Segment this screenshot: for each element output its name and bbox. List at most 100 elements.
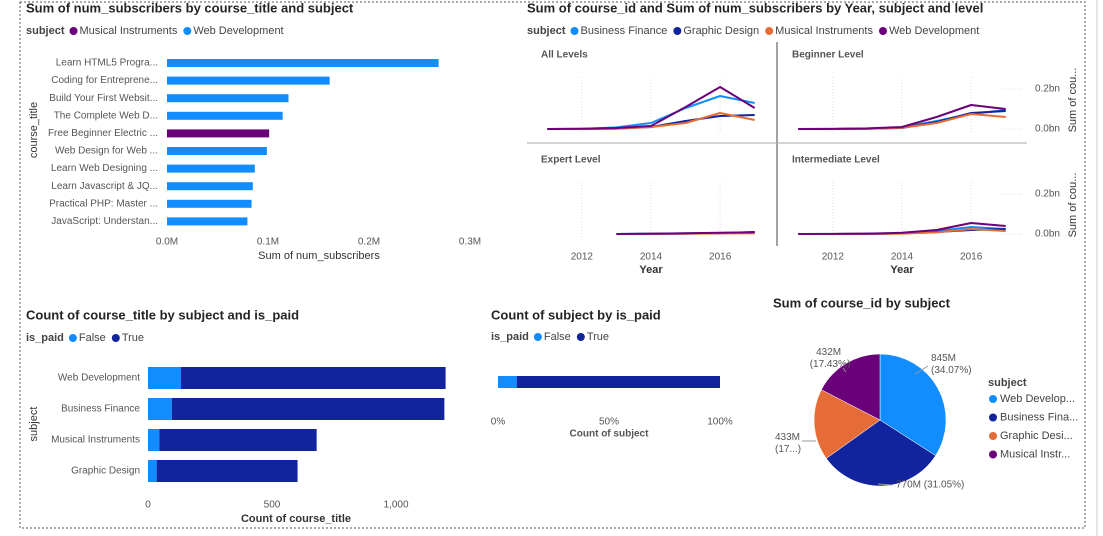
x-tick-label: 0.0M (156, 237, 178, 248)
category-label: Web Design for Web ... (55, 146, 158, 157)
legend-label: Musical Instr... (1000, 448, 1070, 460)
bar-segment (148, 460, 157, 482)
y-tick-label: 0.0bn (1035, 229, 1060, 240)
legend-marker (989, 450, 997, 459)
line-series (616, 231, 755, 235)
legend-label: Web Development (889, 25, 979, 37)
bar (167, 76, 330, 85)
legend-label: True (122, 332, 144, 344)
bar (167, 164, 255, 173)
legend-label: Business Finance (581, 25, 668, 37)
legend-marker (68, 334, 77, 342)
legend-label: Graphic Design (683, 25, 759, 37)
chart-title: Sum of course_id by subject (773, 295, 951, 310)
category-label: Free Beginner Electric ... (48, 128, 158, 139)
x-axis-title: Year (890, 264, 914, 276)
legend-label: Graphic Desi... (1000, 430, 1073, 442)
legend-marker (570, 27, 579, 35)
chart-title: Count of course_title by subject and is_… (26, 307, 299, 322)
legend-label: True (587, 331, 609, 343)
x-tick-label: 0.1M (257, 237, 279, 248)
bar-segment (159, 429, 317, 451)
x-tick-label: 2012 (822, 252, 845, 263)
bar (167, 59, 439, 67)
x-tick-label: 0.2M (358, 237, 380, 248)
legend-label: False (79, 332, 106, 344)
category-label: Coding for Entreprene... (51, 75, 158, 86)
bar-segment (148, 367, 181, 389)
bar-segment (498, 376, 517, 388)
legend-label: False (544, 331, 571, 343)
legend-title: subject (988, 377, 1027, 389)
legend-marker (576, 333, 585, 341)
legend-label: Musical Instruments (775, 25, 873, 37)
data-label: 432M (17.43%) (810, 347, 851, 370)
canvas-border (19, 1, 1086, 529)
data-label: 845M (34.07%) (931, 353, 972, 376)
bar-segment (156, 460, 298, 482)
chart-title: Count of subject by is_paid (491, 307, 661, 322)
bar (167, 199, 252, 208)
category-label: Practical PHP: Master ... (49, 198, 158, 209)
legend-label: Business Fina... (1000, 411, 1078, 423)
y-axis-title: subject (28, 407, 40, 442)
category-label: Web Development (58, 373, 140, 384)
bar-segment (148, 398, 172, 420)
bar-segment (180, 367, 446, 389)
y-axis-title: Sum of cou... (1067, 173, 1079, 238)
legend-marker (69, 27, 78, 35)
y-axis-title: Sum of cou... (1067, 68, 1079, 133)
legend-title: is_paid (491, 331, 529, 343)
y-tick-label: 0.2bn (1035, 84, 1060, 95)
data-label: 770M (31.05%) (896, 480, 964, 491)
bar (167, 217, 248, 226)
data-label: 433M (17...) (775, 432, 803, 455)
chart-title: Sum of course_id and Sum of num_subscrib… (527, 0, 983, 15)
legend-marker (111, 334, 120, 342)
x-tick-label: 100% (707, 417, 733, 428)
legend-marker (533, 333, 542, 341)
legend-marker (878, 27, 887, 35)
pie-slice (825, 419, 936, 487)
bar-segment (171, 398, 445, 420)
legend-marker (673, 27, 682, 35)
legend-label: Web Development (193, 25, 283, 37)
x-axis-title: Sum of num_subscribers (258, 250, 380, 262)
legend-title: is_paid (26, 332, 64, 344)
line-series (798, 222, 1006, 235)
x-tick-label: 50% (599, 417, 619, 428)
legend-marker (989, 432, 997, 440)
legend-marker (989, 395, 997, 403)
chart-title: Sum of num_subscribers by course_title a… (26, 0, 354, 15)
line-series (547, 86, 756, 130)
legend-marker (989, 413, 997, 422)
bar (167, 94, 289, 103)
pie-slice (879, 353, 947, 456)
category-label: Business Finance (61, 404, 140, 415)
x-axis-title: Count of course_title (241, 513, 351, 525)
y-tick-label: 0.0bn (1035, 124, 1060, 135)
bar-segment (148, 429, 160, 451)
legend-marker (183, 27, 192, 35)
category-label: Learn Web Designing ... (51, 163, 158, 174)
legend-title: subject (527, 25, 566, 37)
y-tick-label: 0.2bn (1035, 189, 1060, 200)
pie-slice (821, 353, 881, 421)
category-label: The Complete Web D... (54, 110, 158, 121)
line-series (547, 95, 755, 130)
panel-title: All Levels (541, 50, 588, 61)
x-tick-label: 2016 (709, 252, 732, 263)
category-label: Build Your First Websit... (49, 93, 158, 104)
bar (167, 147, 267, 155)
category-label: Musical Instruments (51, 435, 140, 446)
y-axis-title: course_title (28, 102, 40, 158)
x-tick-label: 1,000 (383, 500, 408, 511)
category-label: Learn HTML5 Progra... (56, 58, 158, 69)
bar (167, 129, 270, 138)
legend-label: Musical Instruments (80, 25, 178, 37)
x-axis-title: Count of subject (570, 429, 650, 440)
x-tick-label: 2012 (571, 252, 594, 263)
x-tick-label: 0 (145, 500, 151, 511)
x-tick-label: 2016 (960, 252, 983, 263)
panel-title: Expert Level (541, 155, 601, 166)
